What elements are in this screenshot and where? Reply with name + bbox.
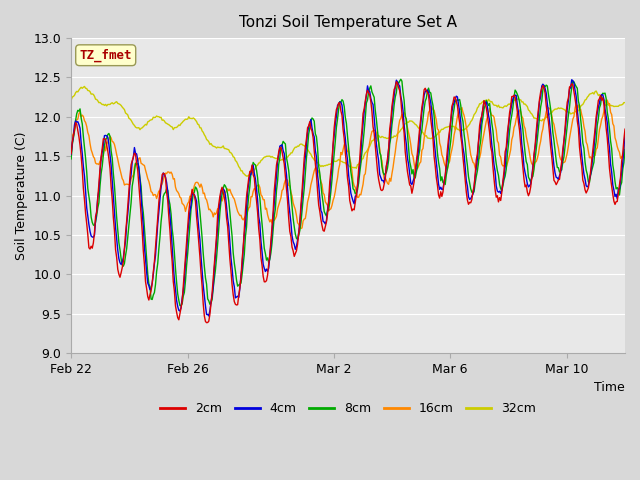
2cm	[399, 120, 407, 125]
4cm	[205, 313, 212, 319]
2cm	[368, 108, 376, 114]
32cm	[81, 84, 88, 89]
32cm	[243, 173, 250, 179]
16cm	[621, 143, 629, 148]
4cm	[67, 152, 75, 157]
2cm	[610, 198, 618, 204]
16cm	[522, 133, 530, 139]
4cm	[610, 187, 618, 193]
8cm	[177, 303, 185, 309]
32cm	[610, 104, 618, 109]
8cm	[399, 89, 407, 95]
Line: 16cm: 16cm	[71, 100, 625, 228]
Y-axis label: Soil Temperature (C): Soil Temperature (C)	[15, 132, 28, 260]
32cm	[333, 158, 340, 164]
4cm	[398, 99, 406, 105]
8cm	[368, 89, 376, 95]
16cm	[67, 136, 75, 142]
16cm	[604, 97, 611, 103]
32cm	[369, 138, 377, 144]
8cm	[335, 106, 342, 112]
8cm	[621, 147, 629, 153]
16cm	[398, 111, 406, 117]
32cm	[67, 97, 75, 103]
16cm	[368, 129, 376, 134]
32cm	[524, 104, 531, 109]
4cm	[621, 132, 629, 138]
4cm	[522, 175, 530, 180]
Line: 4cm: 4cm	[71, 80, 625, 316]
32cm	[621, 100, 629, 106]
Text: TZ_fmet: TZ_fmet	[79, 48, 132, 62]
32cm	[399, 124, 407, 130]
2cm	[203, 320, 211, 325]
32cm	[336, 157, 344, 163]
2cm	[335, 100, 342, 106]
16cm	[610, 123, 618, 129]
8cm	[397, 76, 404, 82]
4cm	[332, 121, 339, 127]
2cm	[392, 79, 400, 84]
Line: 2cm: 2cm	[71, 82, 625, 323]
X-axis label: Time: Time	[595, 381, 625, 394]
4cm	[568, 77, 575, 83]
16cm	[297, 226, 305, 231]
16cm	[332, 189, 339, 194]
8cm	[332, 138, 339, 144]
8cm	[524, 162, 531, 168]
4cm	[368, 99, 376, 105]
16cm	[335, 166, 342, 172]
2cm	[332, 115, 339, 120]
8cm	[67, 156, 75, 162]
8cm	[610, 169, 618, 175]
2cm	[524, 189, 531, 195]
4cm	[335, 101, 342, 107]
2cm	[67, 151, 75, 156]
Line: 8cm: 8cm	[71, 79, 625, 306]
Line: 32cm: 32cm	[71, 86, 625, 176]
Legend: 2cm, 4cm, 8cm, 16cm, 32cm: 2cm, 4cm, 8cm, 16cm, 32cm	[155, 397, 541, 420]
2cm	[621, 126, 629, 132]
Title: Tonzi Soil Temperature Set A: Tonzi Soil Temperature Set A	[239, 15, 457, 30]
